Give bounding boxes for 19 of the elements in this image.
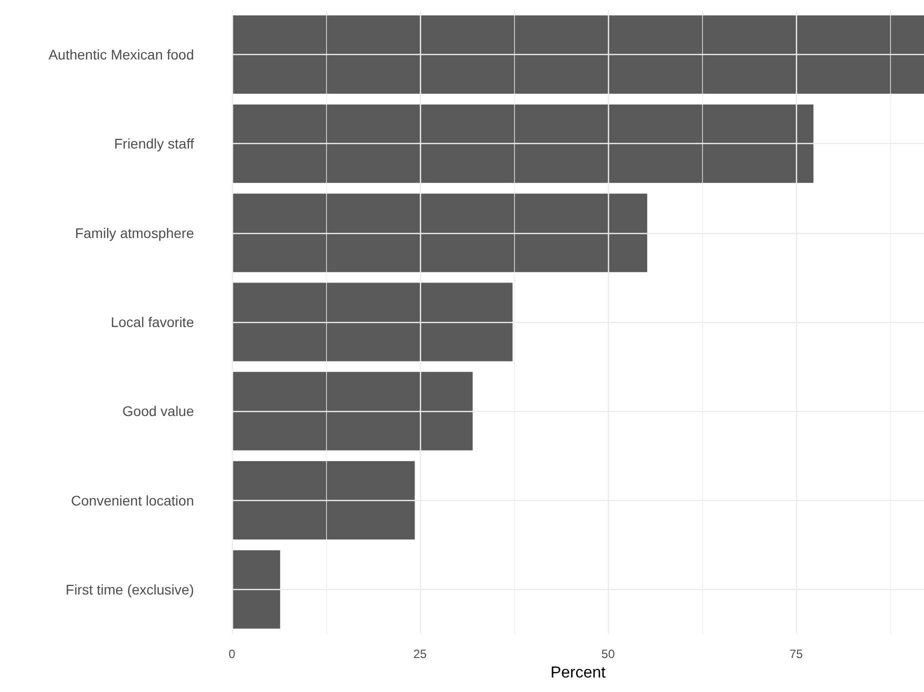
bar	[232, 282, 513, 362]
x-tick-label: 75	[789, 647, 804, 661]
x-tick-label: 50	[601, 647, 616, 661]
bar	[232, 104, 814, 183]
y-tick-label: Good value	[122, 403, 194, 420]
y-tick-label: Family atmosphere	[74, 224, 194, 241]
x-tick-label: 25	[413, 647, 428, 661]
x-axis-title: Percent	[550, 664, 606, 682]
bar	[232, 15, 924, 94]
y-tick-label: Local favorite	[110, 314, 194, 330]
bar	[232, 461, 415, 540]
x-tick-label: 0	[228, 647, 236, 661]
y-tick-label: First time (exclusive)	[66, 581, 194, 598]
bar	[232, 372, 473, 450]
y-tick-label: Friendly staff	[114, 136, 194, 152]
bar	[232, 550, 280, 629]
bar	[232, 194, 648, 272]
y-tick-label: Convenient location	[71, 492, 194, 508]
y-tick-label: Authentic Mexican food	[48, 46, 194, 63]
